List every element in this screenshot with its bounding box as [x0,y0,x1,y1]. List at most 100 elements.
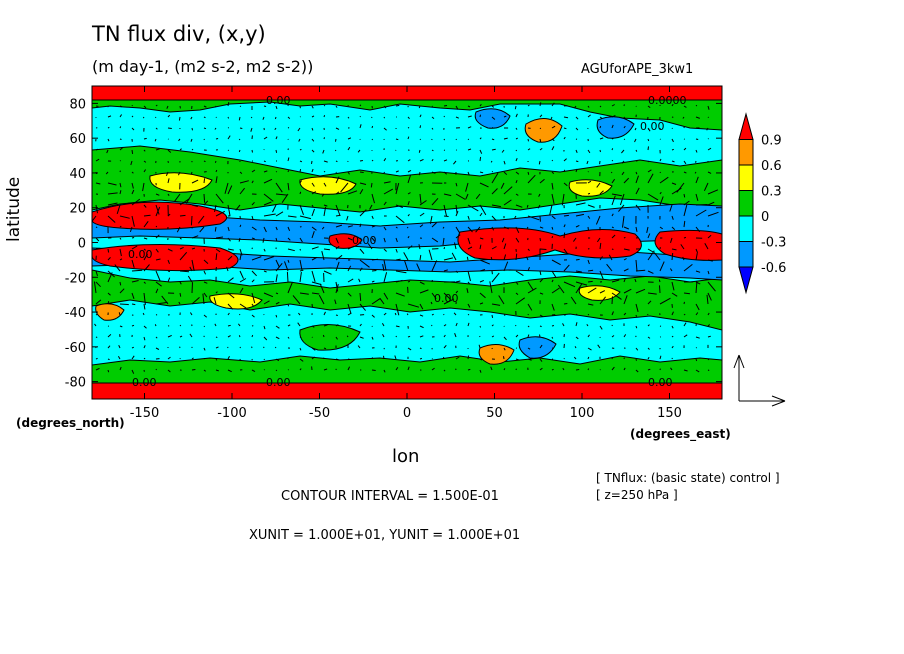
flux-vector [515,237,520,243]
flux-vector [407,213,410,217]
run-name: AGUforAPE_3kw1 [581,62,694,77]
flux-vector [419,158,424,162]
flux-vector [467,115,472,118]
flux-vector [653,252,661,261]
flux-vector [407,303,420,308]
flux-vector [347,358,352,361]
flux-vector [407,174,412,184]
flux-vector [431,292,437,299]
flux-vector [382,264,385,272]
flux-vector [143,292,146,305]
flux-vector [706,294,709,305]
flux-vector [503,137,508,140]
flux-vector [707,189,719,195]
flux-vector [467,171,470,176]
flux-vector [119,366,122,371]
flux-vector [683,204,688,217]
flux-vector [503,368,506,371]
flux-vector [178,301,181,305]
flux-vector [695,303,700,311]
flux-vector [443,105,448,107]
flux-vector [551,259,561,266]
flux-vector [683,292,690,295]
flux-vector [119,138,122,140]
flux-vector [281,193,289,203]
flux-vector [634,278,637,283]
flux-vector [575,127,579,131]
flux-vector [587,105,590,108]
blue-spot-north-1 [474,108,511,129]
flux-vector [395,138,399,141]
green-blob-sh-west [299,324,361,351]
flux-vector [299,336,302,339]
flux-vector [198,215,205,224]
flux-vector [95,299,102,305]
flux-vector [263,160,266,163]
flux-vector [131,115,134,118]
flux-vector [683,200,690,206]
flux-vector [371,314,375,318]
flux-vector [669,204,673,212]
flux-vector [383,171,385,174]
flux-vector [359,237,362,240]
flux-vector [95,270,98,277]
flux-vector [671,148,674,151]
flux-vector [539,334,541,338]
flux-vector [119,225,122,228]
flux-vector [491,172,499,184]
flux-vector [395,270,407,274]
flux-vector [323,137,325,140]
x-axis-units: (degrees_east) [630,427,731,441]
flux-vector [671,311,674,316]
red-equatorial-east [457,227,642,261]
flux-vector [359,323,362,327]
flux-vector [659,196,664,206]
y-tick-label: 20 [69,202,86,217]
flux-vector [431,127,434,130]
flux-vector [575,336,579,340]
x-tick-label: 150 [657,406,682,421]
flux-vector [563,127,567,130]
flux-vector [251,226,257,231]
flux-vector [155,225,158,228]
flux-vector [215,253,218,261]
flux-vector [527,281,534,291]
colorbar-swatch [738,164,754,191]
flux-vector [239,248,243,256]
flux-vector [514,105,517,110]
flux-vector [659,261,665,272]
flux-vector [527,267,530,272]
flux-vector [403,259,409,272]
flux-vector [167,369,171,373]
flux-vector [527,148,531,151]
flux-vector [466,256,469,261]
flux-vector [155,258,161,261]
flux-vector [503,160,506,165]
flux-vector [131,182,134,189]
flux-vector [155,204,160,215]
flux-vector [321,226,325,230]
flux-vector [453,160,457,165]
flux-vector [503,226,509,230]
flux-vector [298,312,301,316]
flux-vector [635,259,638,272]
flux-vector [263,256,275,261]
flux-vector [475,193,481,200]
flux-vector [299,269,304,272]
flux-vector [683,301,685,305]
flux-vector [647,300,652,305]
flux-vector [467,226,473,233]
flux-vector [383,116,386,119]
flux-vector [623,334,627,338]
flux-vector [539,367,543,371]
flux-vector [251,256,262,261]
flux-vector [647,356,650,360]
flux-vector [323,206,327,217]
flux-vector [467,281,471,285]
flux-vector [479,269,486,272]
colorbar: 0.9 0.6 0.3 0 -0.3 -0.6 [738,112,786,295]
flux-vector [335,160,338,163]
flux-vector [454,242,457,250]
red-jet-west-north [92,201,228,230]
flux-vector [479,292,486,299]
